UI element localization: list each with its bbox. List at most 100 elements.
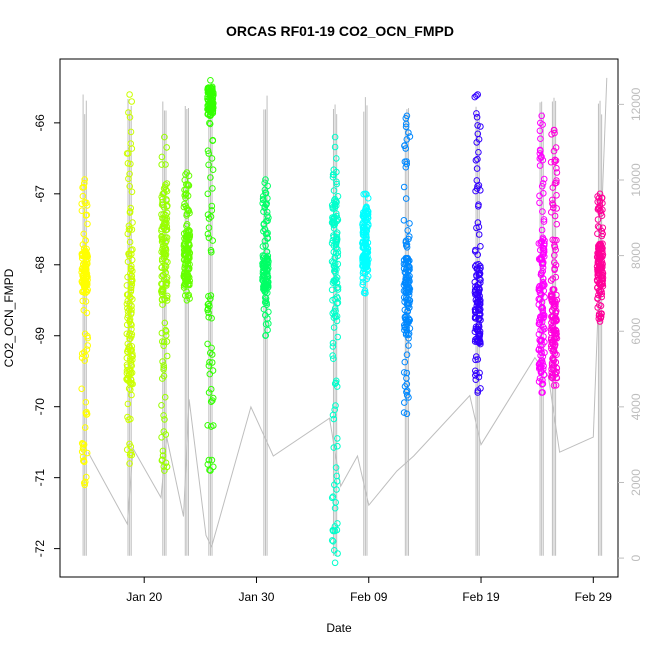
data-point (158, 290, 166, 298)
data-point (541, 253, 548, 260)
data-point (552, 157, 560, 164)
data-point (208, 456, 216, 464)
data-point (472, 187, 479, 195)
data-point (206, 106, 213, 114)
data-point (540, 371, 548, 379)
data-point (163, 338, 171, 345)
data-point (127, 128, 135, 136)
data-point (127, 376, 135, 384)
data-point (594, 204, 602, 212)
data-point (123, 375, 130, 383)
data-point (405, 331, 412, 339)
data-point (553, 220, 561, 228)
x-tick-label: Jan 30 (238, 590, 274, 604)
data-point (535, 255, 543, 263)
data-point (476, 328, 484, 335)
data-point (476, 307, 484, 314)
data-point (359, 212, 367, 219)
data-point (209, 166, 217, 173)
data-point (205, 389, 213, 396)
series-flight-7 (328, 133, 342, 567)
data-point (159, 301, 166, 308)
data-point (182, 233, 190, 241)
data-point (125, 332, 133, 339)
data-point (550, 126, 558, 134)
data-point (333, 293, 341, 301)
data-point (550, 382, 558, 389)
data-point (332, 499, 340, 506)
data-point (401, 142, 408, 150)
data-point (401, 313, 409, 321)
data-point (209, 137, 216, 144)
data-point (540, 313, 548, 321)
data-point (163, 196, 170, 203)
series-flight-6 (259, 176, 272, 340)
data-point (82, 212, 90, 219)
data-point (163, 219, 170, 227)
data-point (330, 355, 337, 363)
data-point (161, 262, 169, 269)
data-point (208, 202, 216, 210)
data-point (536, 162, 544, 169)
data-point (476, 315, 483, 322)
data-point (402, 273, 410, 281)
data-point (263, 230, 270, 238)
data-point (79, 297, 86, 305)
data-point (80, 183, 88, 191)
data-point (405, 262, 412, 270)
y2-tick-label: 0 (629, 554, 643, 561)
data-point (161, 319, 169, 327)
data-point (126, 238, 134, 246)
data-point (539, 283, 547, 290)
data-point (539, 208, 546, 215)
data-point (160, 190, 168, 197)
data-point (472, 308, 480, 315)
data-point (548, 369, 556, 376)
data-point (207, 174, 214, 181)
data-point (183, 210, 191, 218)
data-points (78, 77, 607, 567)
data-point (406, 299, 413, 307)
data-point (329, 538, 337, 545)
data-point (332, 250, 340, 257)
data-point (158, 402, 165, 409)
data-point (123, 150, 131, 157)
data-point (537, 135, 544, 142)
data-point (128, 188, 136, 196)
data-point (537, 271, 545, 279)
data-point (260, 220, 268, 227)
y2-tick-label: 4000 (629, 393, 643, 420)
data-point (540, 280, 547, 288)
data-point (553, 192, 560, 199)
data-point (402, 239, 410, 246)
data-point (186, 277, 193, 285)
data-point (548, 373, 555, 381)
data-point (330, 166, 338, 173)
data-point (162, 245, 170, 252)
data-point (595, 242, 602, 250)
data-point (205, 309, 212, 317)
data-point (551, 212, 559, 220)
data-point (204, 147, 212, 154)
data-point (404, 263, 411, 271)
data-point (159, 338, 166, 345)
data-point (594, 223, 602, 230)
data-point (599, 279, 606, 287)
data-point (124, 374, 132, 382)
data-point (204, 305, 212, 312)
data-point (158, 457, 166, 464)
data-point (333, 155, 340, 162)
data-point (78, 385, 85, 393)
data-point (204, 301, 212, 308)
series-flight-13 (593, 190, 607, 325)
data-point (549, 307, 556, 315)
data-point (181, 256, 188, 263)
plot-frame (59, 58, 619, 578)
data-point (537, 346, 545, 354)
data-point (540, 248, 548, 256)
data-point (259, 267, 267, 275)
data-point (205, 150, 212, 157)
data-point (473, 165, 481, 172)
data-point (331, 254, 339, 262)
data-point (162, 181, 169, 188)
